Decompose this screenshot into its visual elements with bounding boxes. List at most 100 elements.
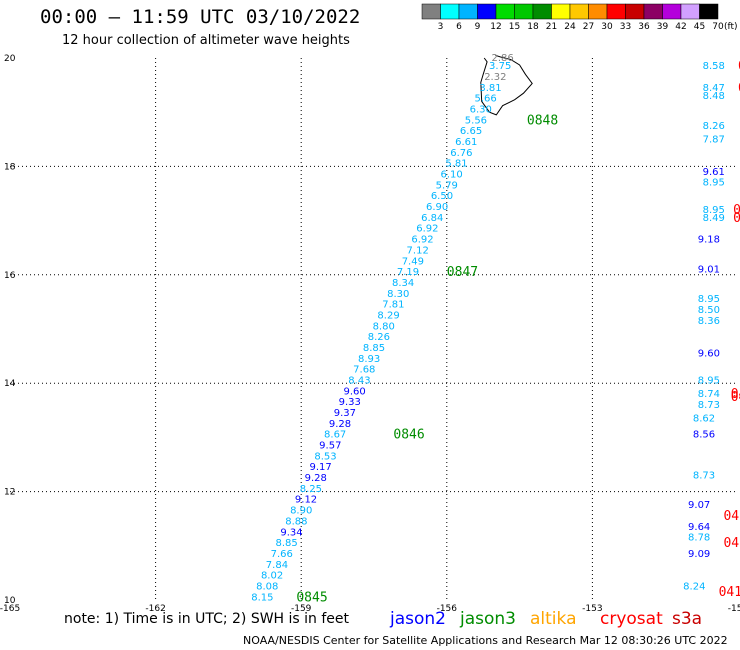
wave-height-value: 7.68 [353, 365, 375, 376]
wave-height-value: 7.87 [703, 134, 725, 145]
wave-height-value: 9.57 [319, 441, 341, 452]
wave-height-value: 8.50 [698, 305, 720, 316]
wave-height-value: 9.12 [295, 495, 317, 506]
colorbar-label: 36 [638, 22, 650, 32]
wave-height-value: 9.60 [698, 348, 720, 359]
colorbar-label: 9 [475, 22, 481, 32]
y-tick-label: 20 [4, 54, 16, 64]
legend-item-s3a: s3a [672, 609, 703, 629]
wave-height-value: 9.17 [309, 462, 331, 473]
wave-height-value: 9.64 [688, 522, 710, 533]
colorbar-swatch [440, 3, 460, 20]
wave-height-value: 2.32 [484, 72, 506, 83]
chart-title: 00:00 – 11:59 UTC 03/10/2022 [40, 6, 361, 28]
wave-height-value: 8.02 [261, 571, 283, 582]
x-tick-label: -150 [728, 604, 740, 614]
wave-height-value: 8.85 [363, 343, 385, 354]
pass-time-label: 0419 [719, 585, 740, 600]
pass-time-label: 0418 [731, 387, 740, 402]
pass-time-label: 0847 [447, 265, 478, 280]
wave-height-value: 8.25 [300, 484, 322, 495]
x-tick-label: -165 [0, 604, 20, 614]
wave-height-value: 6.84 [421, 213, 443, 224]
wave-height-value: 8.95 [698, 375, 720, 386]
colorbar-label: 21 [546, 22, 557, 32]
colorbar-label: 70 [712, 22, 724, 32]
wave-height-value: 5.79 [436, 180, 458, 191]
wave-height-value: 9.18 [698, 235, 720, 246]
wave-height-value: 8.67 [324, 430, 346, 441]
pass-time-label: 0418 [731, 390, 740, 405]
wave-height-value: 8.29 [377, 310, 399, 321]
wave-height-value: 6.92 [416, 224, 438, 235]
wave-height-value: 8.30 [387, 289, 409, 300]
chart-subtitle: 12 hour collection of altimeter wave hei… [62, 33, 350, 48]
wave-height-value: 3.75 [489, 61, 511, 72]
wave-height-value: 7.49 [402, 256, 424, 267]
pass-time-label: 0848 [527, 113, 558, 128]
wave-height-value: 8.47 [703, 83, 725, 94]
wave-height-value: 2.86 [491, 53, 513, 64]
wave-height-value: 8.88 [285, 516, 307, 527]
y-tick-label: 12 [4, 488, 15, 498]
wave-height-value: 8.49 [703, 213, 725, 224]
x-tick-label: -153 [582, 604, 602, 614]
wave-height-value: 9.28 [305, 473, 327, 484]
wave-height-value: 9.09 [688, 549, 710, 560]
x-tick-label: -159 [291, 604, 312, 614]
pass-time-label: 0417 [733, 211, 740, 226]
pass-time-label: 0418 [723, 536, 740, 551]
colorbar-label: 6 [456, 22, 462, 32]
legend-item-cryosat: cryosat [600, 609, 663, 629]
y-tick-label: 18 [4, 162, 16, 172]
colorbar-swatch [680, 3, 700, 20]
wave-height-value: 5.81 [445, 159, 467, 170]
wave-height-value: 9.01 [698, 264, 720, 275]
pass-time-label: 0417 [733, 203, 740, 218]
time-labels: 0845 0846 0847 0848 041 041 04170417 0418 0418 04… [296, 59, 740, 605]
wave-height-value: 8.78 [688, 533, 710, 544]
wave-height-value: 5.56 [465, 115, 487, 126]
colorbar-swatch [606, 3, 626, 20]
wave-height-value: 8.34 [392, 278, 414, 289]
hawaii-island-outline [480, 54, 533, 116]
colorbar-swatch [569, 3, 589, 20]
colorbar-label: 33 [620, 22, 631, 32]
wave-height-value: 9.07 [688, 500, 710, 511]
colorbar-swatch [662, 3, 682, 20]
pass-time-label: 0845 [296, 590, 327, 605]
wave-height-value: 8.95 [703, 178, 725, 189]
wave-height-value: 6.90 [426, 202, 448, 213]
colorbar-label: 12 [490, 22, 501, 32]
legend-item-jason3: jason3 [460, 609, 516, 629]
colorbar-label: 39 [657, 22, 669, 32]
wave-height-value: 8.53 [314, 451, 336, 462]
wave-height-value: 8.80 [373, 321, 395, 332]
colorbar-label: 27 [583, 22, 594, 32]
axis-ticks: -165 -162 -159 -156 -153 -150 10 12 14 16 18 20 [0, 54, 740, 614]
colorbar-unit: (ft) [724, 22, 738, 32]
wave-height-value: 3.81 [479, 83, 501, 94]
wave-height-value: 5.66 [474, 94, 496, 105]
wave-height-value: 6.61 [455, 137, 477, 148]
colorbar-swatch [551, 3, 571, 20]
pass-time-label: 041 [738, 81, 740, 96]
wave-height-value: 8.26 [703, 121, 725, 132]
pass-time-label: 0418 [723, 509, 740, 524]
legend-item-altika: altika [530, 609, 577, 629]
colorbar-swatch [588, 3, 608, 20]
wave-height-value: 6.92 [411, 235, 433, 246]
wave-height-value: 6.10 [441, 170, 463, 181]
wave-height-value: 7.84 [266, 560, 288, 571]
wave-height-value: 9.28 [329, 419, 351, 430]
wave-height-value: 9.60 [343, 386, 365, 397]
colorbar-swatch [421, 3, 441, 20]
data-points: 8.158.088.027.847.668.859.348.888.909.12… [251, 53, 725, 603]
wave-height-value: 8.58 [703, 61, 725, 72]
colorbar-label: 3 [438, 22, 444, 32]
y-tick-label: 10 [4, 596, 16, 606]
wave-height-value: 7.66 [271, 549, 293, 560]
grid-lines [10, 58, 738, 600]
wave-height-value: 8.73 [698, 400, 720, 411]
